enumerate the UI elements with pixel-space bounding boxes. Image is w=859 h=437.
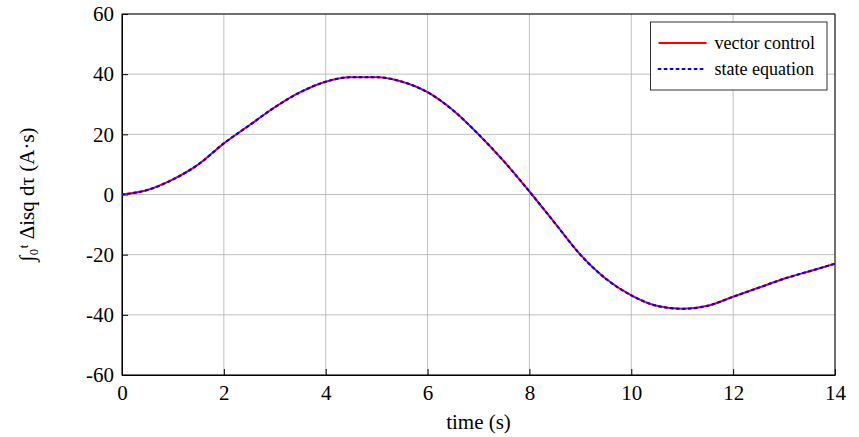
tick: 40 xyxy=(93,62,128,86)
line xyxy=(122,77,835,309)
tick-label: 12 xyxy=(723,381,744,405)
grid-line-y xyxy=(122,314,835,315)
tick-label: 20 xyxy=(93,123,114,147)
tick-label: -20 xyxy=(86,243,114,267)
tick-label: 4 xyxy=(321,381,332,405)
frame xyxy=(122,14,835,375)
tick: 2 xyxy=(219,369,230,405)
tick-mark xyxy=(122,74,128,75)
line xyxy=(122,77,835,309)
tick-mark xyxy=(529,369,530,375)
tick: 8 xyxy=(525,369,536,405)
grid xyxy=(122,14,835,375)
grid-line-y xyxy=(122,194,835,195)
tick-label: 0 xyxy=(117,381,128,405)
plot: 0 2 4 6 8 10 12 14 -60 -40 -20 0 20 40 60 vector contro… xyxy=(86,2,847,405)
x-axis: 0 2 4 6 8 10 12 14 xyxy=(117,369,846,405)
tick: 6 xyxy=(423,369,434,405)
tick-label: 8 xyxy=(525,381,536,405)
tick-mark xyxy=(122,134,128,135)
tick-label: 2 xyxy=(219,381,230,405)
tick-label: 0 xyxy=(104,183,115,207)
tick-label: 14 xyxy=(825,381,847,405)
tick-mark xyxy=(224,369,225,375)
legend-box xyxy=(651,22,827,90)
tick-mark xyxy=(631,369,632,375)
tick-label: 60 xyxy=(93,2,114,26)
tick: 4 xyxy=(321,369,332,405)
legend: vector control state equation xyxy=(651,22,827,90)
tick-mark xyxy=(326,369,327,375)
tick-label: 40 xyxy=(93,62,114,86)
tick-label: -60 xyxy=(86,363,114,387)
x-axis-title: time (s) xyxy=(446,410,511,434)
tick: 10 xyxy=(621,369,642,405)
legend-label: state equation xyxy=(715,59,814,79)
y-axis-title: ∫₀ᵗ Δisq dτ (A·s) xyxy=(15,127,40,263)
tick-label: -40 xyxy=(86,303,114,327)
tick-mark xyxy=(122,315,128,316)
tick: 20 xyxy=(93,123,128,147)
legend-label: vector control xyxy=(715,33,815,53)
series-group xyxy=(122,77,835,309)
legend-swatch xyxy=(659,68,707,70)
tick: 14 xyxy=(825,369,847,405)
tick-mark xyxy=(428,369,429,375)
tick-label: 10 xyxy=(621,381,642,405)
tick-mark xyxy=(733,369,734,375)
tick-label: 6 xyxy=(423,381,434,405)
chart: 0 2 4 6 8 10 12 14 -60 -40 -20 0 20 40 60 vector contro… xyxy=(0,0,859,437)
tick: 12 xyxy=(723,369,744,405)
legend-swatch xyxy=(659,42,707,44)
grid-line-y xyxy=(122,254,835,255)
tick-mark xyxy=(122,255,128,256)
